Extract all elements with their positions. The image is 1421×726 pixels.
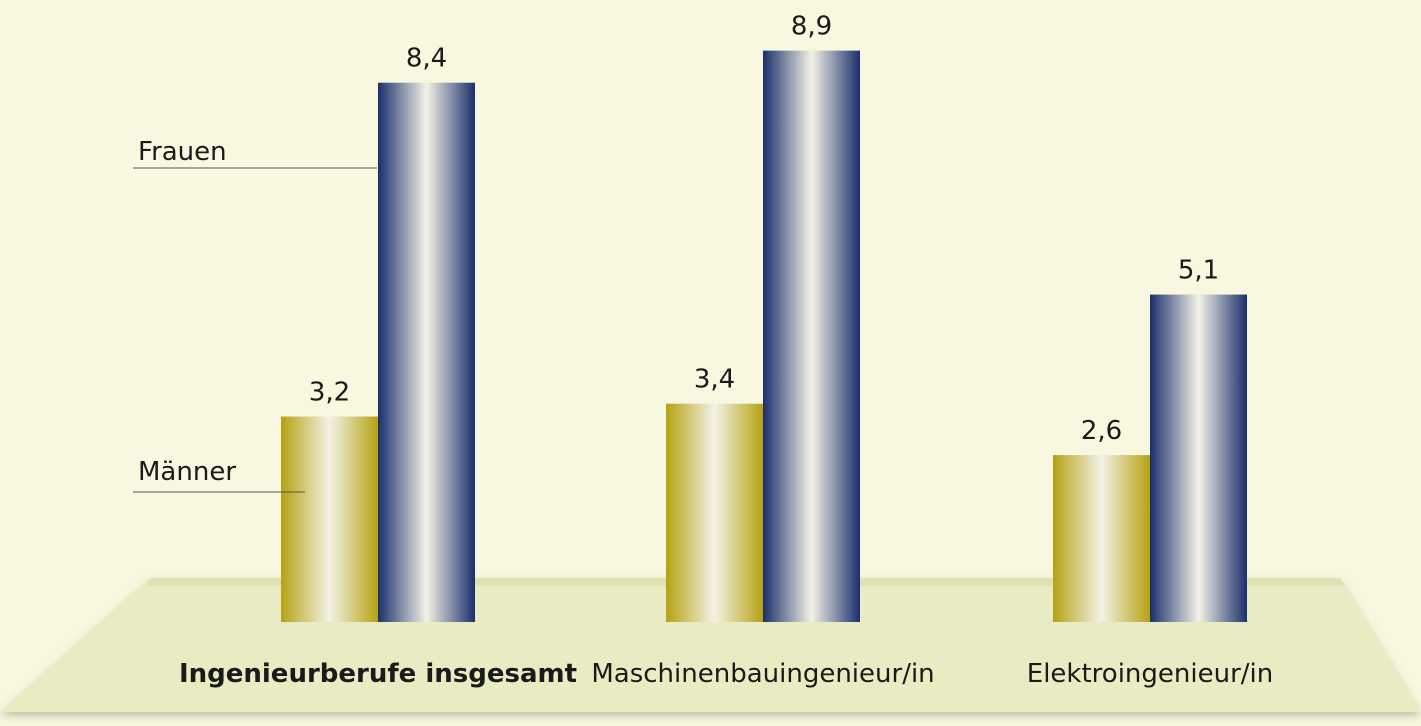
bar [281, 416, 378, 622]
bar [1150, 294, 1247, 622]
value-label: 3,4 [694, 365, 735, 395]
category-label: Ingenieurberufe insgesamt [179, 659, 577, 689]
bar [763, 50, 860, 623]
value-label: 8,9 [791, 12, 832, 42]
value-label: 2,6 [1081, 416, 1122, 446]
category-label: Maschinenbauingenieur/in [591, 659, 934, 689]
legend-label: Männer [138, 457, 236, 487]
bar [378, 82, 475, 623]
value-label: 8,4 [406, 44, 447, 74]
value-label: 5,1 [1178, 256, 1219, 286]
value-label: 3,2 [309, 378, 350, 408]
bar [666, 403, 763, 622]
bar [1053, 455, 1150, 622]
category-label: Elektroingenieur/in [1027, 659, 1273, 689]
legend-label: Frauen [138, 137, 227, 167]
